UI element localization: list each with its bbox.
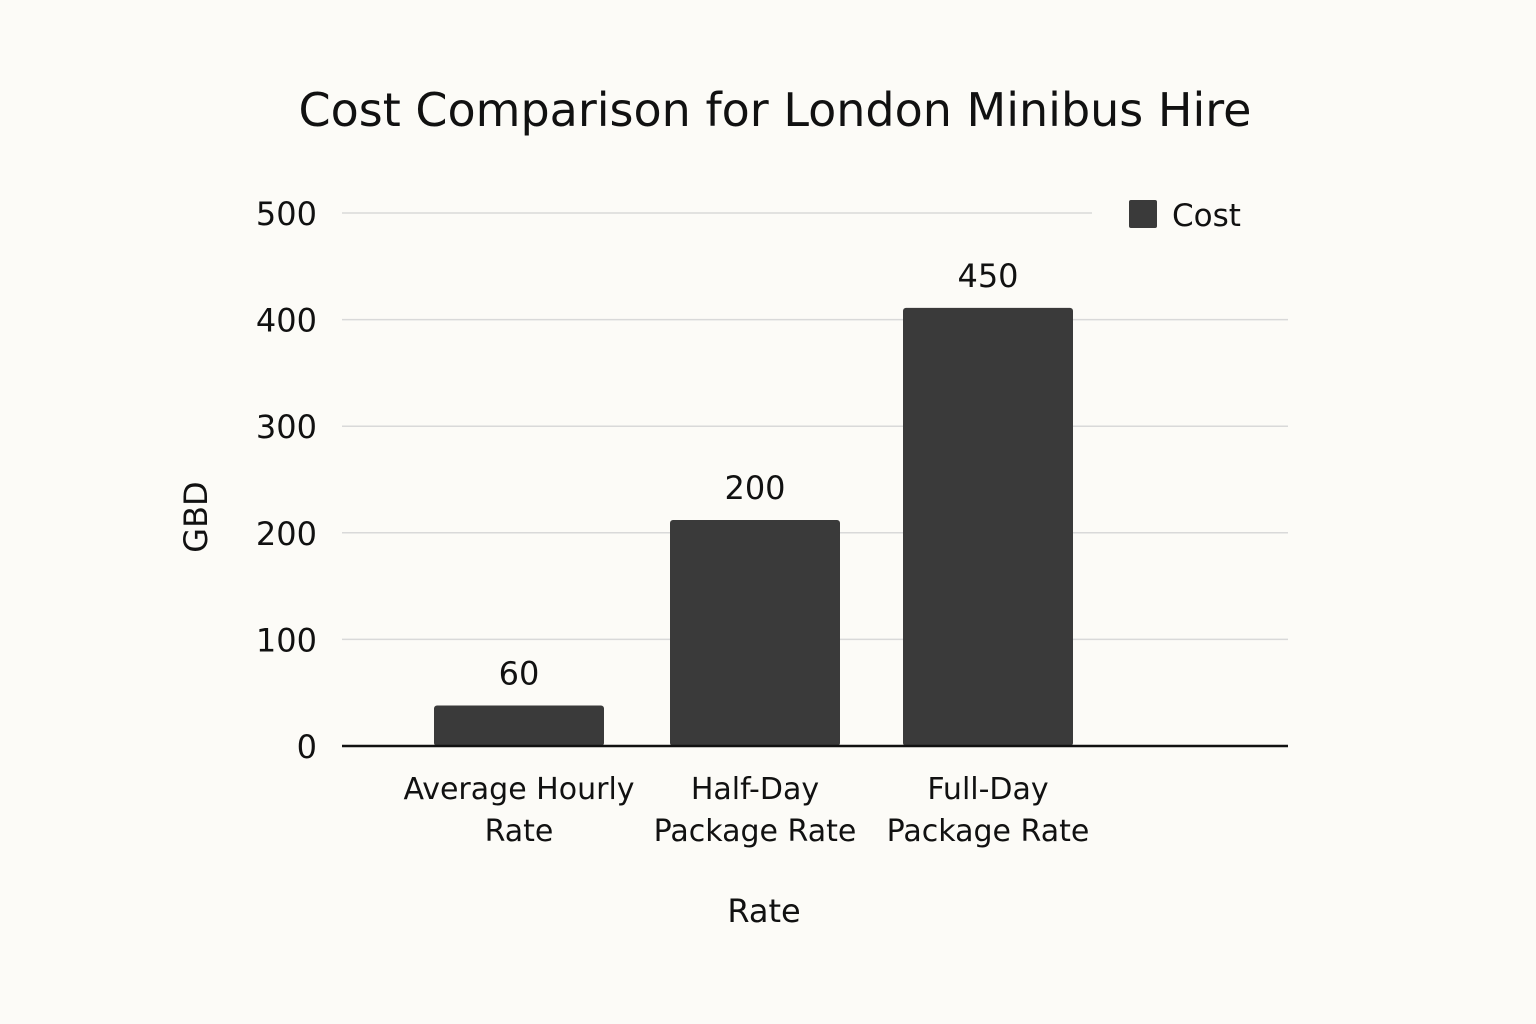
x-category-label-line: Package Rate: [654, 814, 857, 849]
x-category-label: Full-Day Package Rate: [887, 772, 1090, 849]
bar-value-label: 450: [957, 257, 1018, 295]
bars: [434, 307, 1073, 746]
y-tick-label: 500: [256, 195, 317, 233]
chart-title: Cost Comparison for London Minibus Hire: [299, 83, 1252, 137]
x-axis-title: Rate: [727, 892, 800, 930]
x-category-label-line: Half-Day: [691, 772, 819, 807]
bar-2: [903, 307, 1073, 746]
y-tick-label: 400: [256, 302, 317, 340]
x-category-label: Average Hourly Rate: [403, 772, 634, 849]
x-category-label-line: Full-Day: [927, 772, 1048, 807]
y-tick-label: 100: [256, 621, 317, 659]
legend-swatch: [1129, 200, 1157, 228]
legend: Cost: [1129, 198, 1241, 234]
gridlines: [342, 212, 1288, 641]
y-tick-label: 0: [297, 728, 317, 766]
bar-0: [434, 705, 604, 746]
y-tick-label: 300: [256, 408, 317, 446]
y-tick-label: 200: [256, 515, 317, 553]
x-category-label-line: Package Rate: [887, 814, 1090, 849]
x-category-label: Half-Day Package Rate: [654, 772, 857, 849]
legend-label: Cost: [1172, 198, 1241, 234]
bar-value-label: 60: [499, 654, 540, 692]
y-axis-ticks: 0 100 200 300 400 500: [256, 195, 317, 766]
x-category-label-line: Average Hourly: [403, 772, 634, 807]
y-axis-title: GBD: [177, 481, 215, 552]
value-labels: 60 200 450: [499, 257, 1019, 693]
x-category-label-line: Rate: [485, 814, 554, 849]
bar-value-label: 200: [724, 469, 785, 507]
bar-1: [670, 520, 840, 746]
